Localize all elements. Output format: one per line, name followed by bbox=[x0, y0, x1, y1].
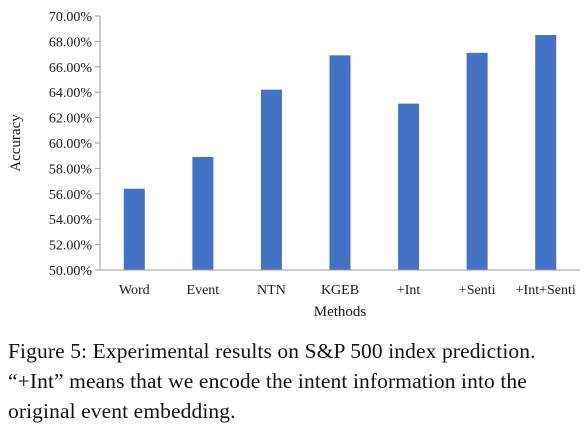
x-category-label: +Int+Senti bbox=[516, 283, 576, 298]
chart: 50.00% 52.00% 54.00% 56.00% 58.00% 60.00% 62.0… bbox=[8, 10, 580, 320]
y-tick-label: 58.00% bbox=[49, 162, 93, 177]
bar-word bbox=[123, 188, 145, 270]
bar-int-senti bbox=[535, 35, 557, 270]
bar-chart: 50.00% 52.00% 54.00% 56.00% 58.00% 60.00% 62.0… bbox=[8, 10, 580, 320]
figure-caption: Figure 5: Experimental results on S&P 50… bbox=[8, 339, 536, 423]
y-tick-label: 70.00% bbox=[49, 10, 93, 25]
y-axis-ticks: 50.00% 52.00% 54.00% 56.00% 58.00% 60.00% 62.0… bbox=[49, 10, 100, 279]
x-category-label: +Senti bbox=[459, 283, 496, 298]
x-category-label: +Int bbox=[397, 283, 421, 298]
x-category-label: NTN bbox=[257, 283, 286, 298]
y-tick-label: 64.00% bbox=[49, 86, 93, 101]
x-category-label: KGEB bbox=[321, 283, 359, 298]
y-tick-label: 56.00% bbox=[49, 188, 93, 203]
y-tick-label: 60.00% bbox=[49, 137, 93, 152]
y-axis-title: Accuracy bbox=[8, 114, 24, 172]
x-axis-title: Methods bbox=[314, 304, 367, 320]
x-category-label: Event bbox=[187, 283, 220, 298]
bar-senti bbox=[466, 52, 488, 270]
y-tick-label: 50.00% bbox=[49, 264, 93, 279]
bar-ntn bbox=[260, 89, 282, 270]
bar-event bbox=[192, 156, 214, 270]
y-tick-label: 52.00% bbox=[49, 239, 93, 254]
x-category-label: Word bbox=[119, 283, 150, 298]
bar-int bbox=[398, 103, 420, 270]
y-tick-label: 62.00% bbox=[49, 112, 93, 127]
bars bbox=[123, 35, 557, 271]
y-tick-label: 66.00% bbox=[49, 61, 93, 76]
y-tick-label: 54.00% bbox=[49, 213, 93, 228]
x-axis-category-labels: Word Event NTN KGEB +Int +Senti +Int+Senti bbox=[119, 283, 576, 298]
bar-kgeb bbox=[329, 55, 351, 271]
y-tick-label: 68.00% bbox=[49, 35, 93, 50]
